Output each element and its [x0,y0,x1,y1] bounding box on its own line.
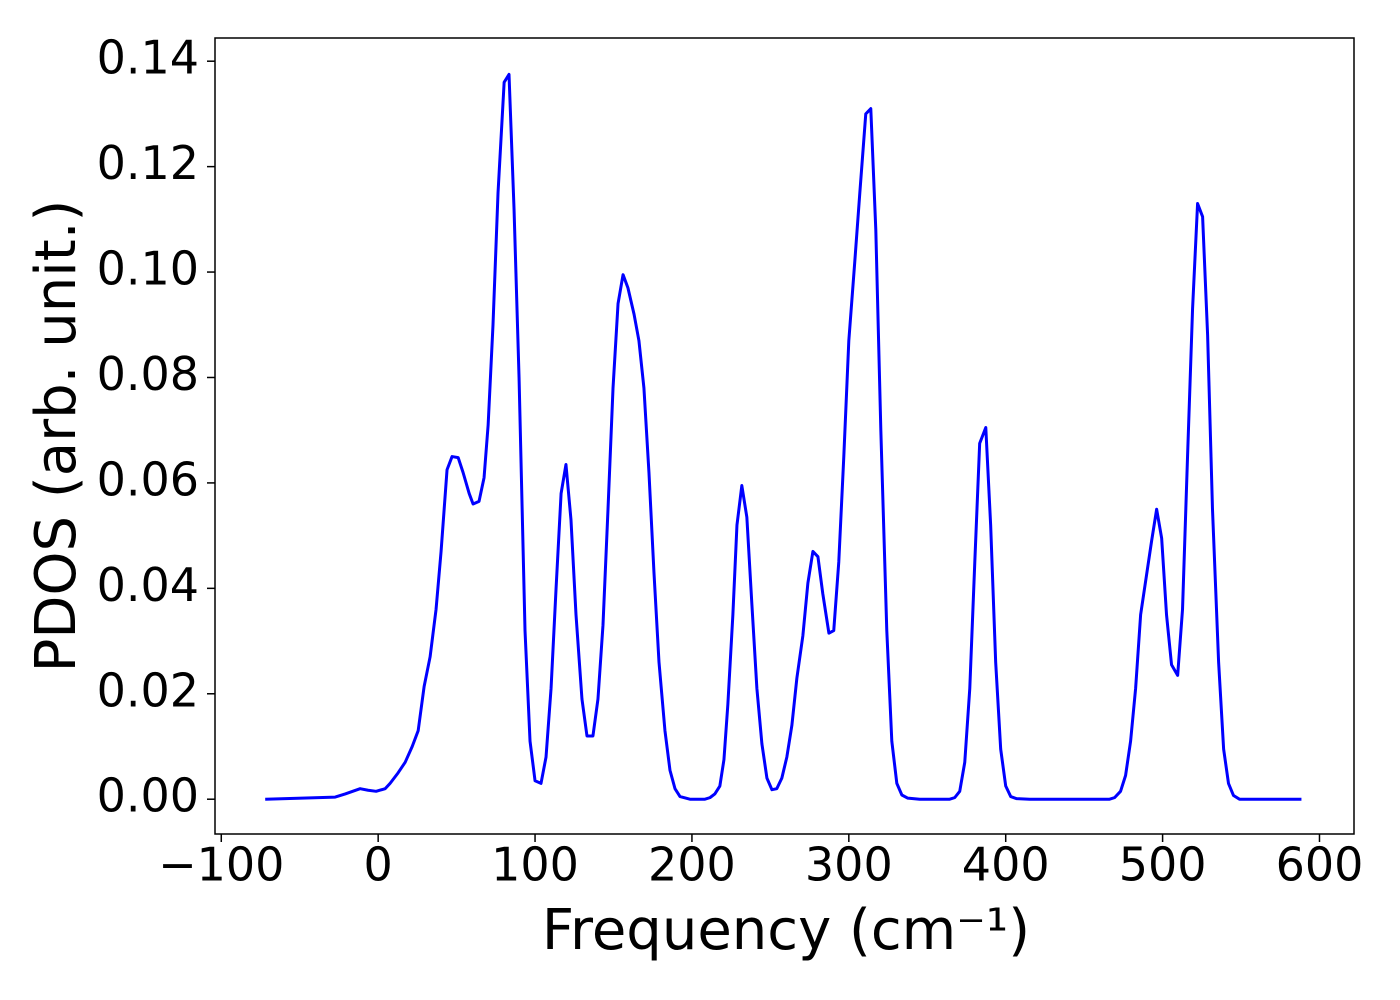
x-tick-label: 600 [1276,838,1364,892]
x-tick-label: 500 [1119,838,1207,892]
y-axis-label: PDOS (arb. unit.) [24,200,89,673]
x-tick-label: 300 [805,838,893,892]
plot-frame [214,37,1355,835]
y-tick-label: 0.04 [97,558,199,612]
y-tick-label: 0.14 [97,31,199,85]
y-tick-label: 0.12 [97,136,199,190]
x-axis-label: Frequency (cm⁻¹) [542,898,1030,963]
x-tick-label: 100 [491,838,579,892]
x-tick-label: 0 [364,838,393,892]
x-tick-label: 400 [962,838,1050,892]
x-tick-label: 200 [648,838,736,892]
y-tick-label: 0.02 [97,663,199,717]
x-tick-label: −100 [158,838,284,892]
y-tick-label: 0.08 [97,347,199,401]
pdos-line [265,72,1302,801]
y-tick-label: 0.00 [97,769,199,823]
y-tick-label: 0.10 [97,242,199,296]
y-tick-label: 0.06 [97,452,199,506]
